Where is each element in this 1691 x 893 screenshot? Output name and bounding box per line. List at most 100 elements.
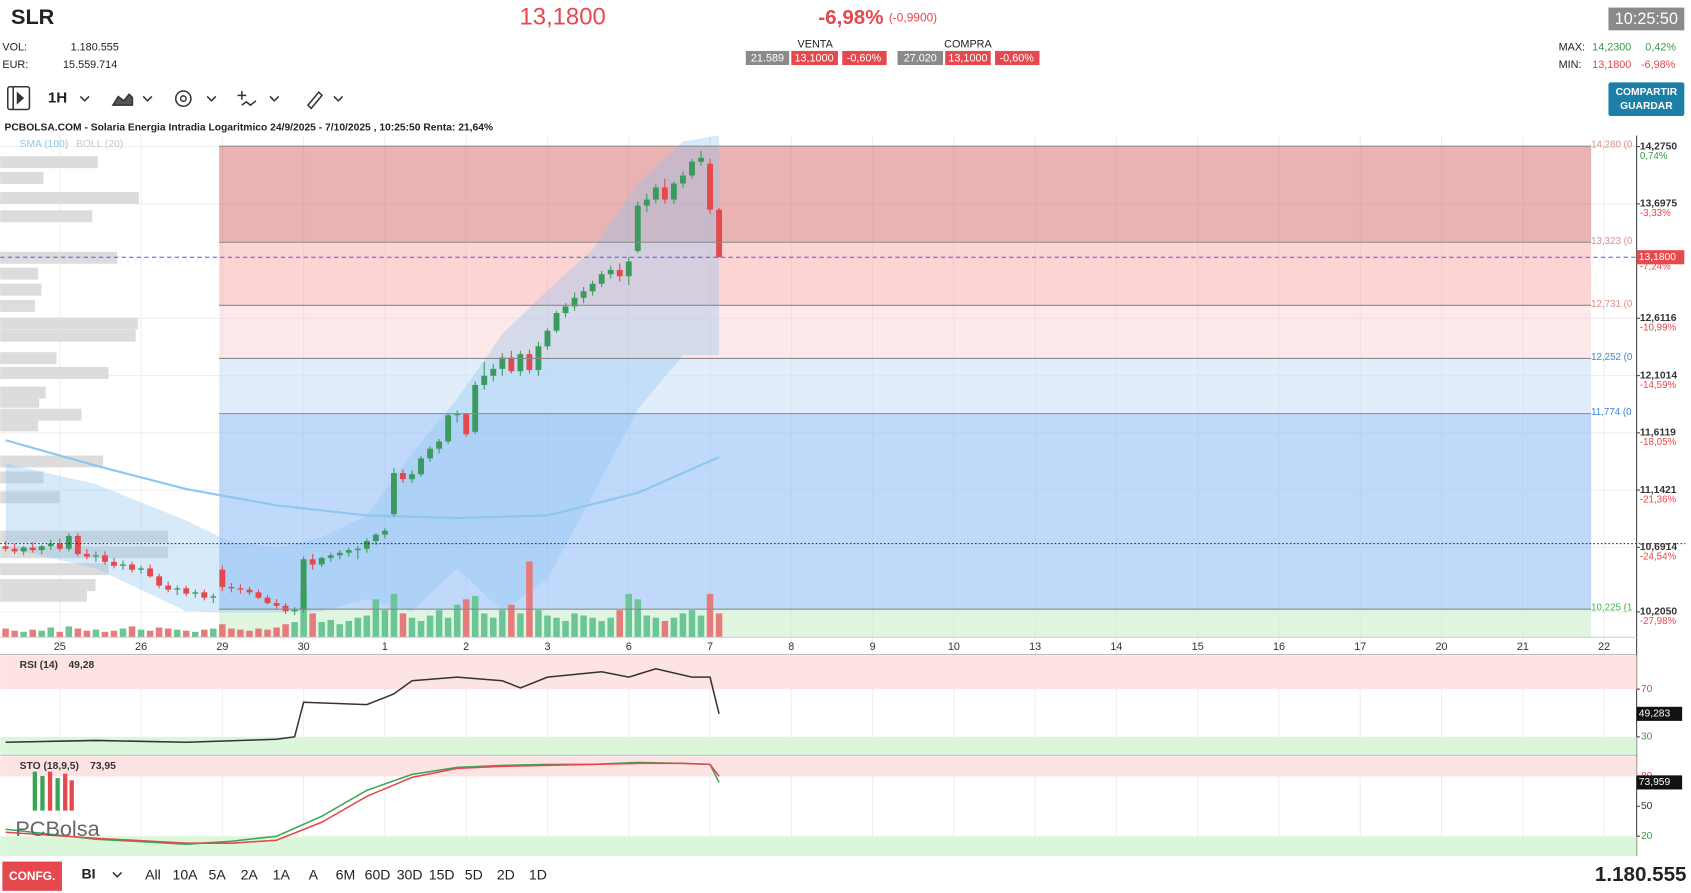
price: 13,1800	[520, 4, 606, 31]
candle-body	[83, 554, 90, 557]
max-pct: 0,42%	[1645, 42, 1676, 54]
volume-bar	[336, 624, 344, 638]
range-button[interactable]: 6M	[336, 866, 356, 882]
volume-profile-bar	[0, 395, 40, 408]
volume-profile-bar	[0, 299, 35, 312]
logo-bar	[63, 773, 68, 811]
y-tick-label: 14,2750	[1640, 141, 1677, 152]
x-tick-label: 1	[382, 641, 388, 653]
candle-body	[228, 586, 235, 589]
volume-bar	[589, 617, 596, 638]
share[interactable]: COMPARTIR	[1616, 87, 1678, 98]
indicator-icon[interactable]	[237, 91, 257, 107]
volume-bar	[444, 617, 452, 638]
chart: SMA (100) BOLL (20) 14,280 (0 13,323 (0 12,7…	[0, 135, 1686, 857]
config[interactable]: CONFG.	[9, 869, 55, 883]
volume-bar	[363, 615, 371, 638]
candle-body	[707, 163, 713, 210]
volume-bar	[372, 599, 380, 638]
level-zone	[219, 146, 1592, 243]
range-button[interactable]: 30D	[397, 866, 423, 882]
candle-body	[472, 384, 479, 432]
volume-bar	[499, 610, 506, 638]
volume-profile-bar	[0, 317, 138, 330]
panel-toggle[interactable]	[7, 85, 31, 111]
volume-bar	[688, 610, 696, 638]
y-tick-label: 13,6975	[1640, 199, 1677, 210]
time-box	[1608, 7, 1685, 31]
volume-bar	[345, 620, 353, 638]
caret	[269, 95, 280, 102]
footer-volume: 1.180.555	[1595, 863, 1687, 886]
volume-bar	[83, 630, 91, 638]
candle-body	[11, 548, 18, 552]
share-button[interactable]	[1608, 82, 1685, 116]
range-button[interactable]: All	[145, 866, 161, 882]
range-button[interactable]: 1A	[273, 866, 291, 882]
compra-qty-box	[897, 50, 944, 66]
range-button[interactable]: 5A	[209, 866, 227, 882]
sma-line	[5, 439, 720, 520]
range-button[interactable]: 2A	[241, 866, 259, 882]
range-button[interactable]: 15D	[429, 866, 455, 882]
candle-body	[616, 269, 623, 277]
interval[interactable]: 1H	[48, 90, 67, 107]
candle-body	[300, 559, 307, 610]
save[interactable]: GUARDAR	[1620, 101, 1673, 112]
volume-bar	[417, 620, 425, 638]
chart-title: PCBOLSA.COM - Solaria Energia Intradia L…	[5, 123, 494, 134]
candle-body	[2, 546, 9, 549]
level-zone	[219, 358, 1592, 414]
volume-bar	[544, 615, 551, 638]
volume-bar	[679, 613, 687, 638]
candle-body	[165, 585, 172, 590]
x-tick-label: 15	[1192, 641, 1204, 653]
candle-body	[102, 555, 108, 562]
range-button[interactable]: 60D	[365, 866, 391, 882]
max-label: MAX:	[1559, 42, 1585, 54]
draw-icon[interactable]	[306, 90, 324, 110]
panel-last-label: 73,959	[1639, 777, 1671, 788]
volume-profile-bar	[0, 283, 42, 296]
config-button[interactable]	[2, 861, 62, 891]
y-tick-change: -27,98%	[1640, 616, 1677, 627]
y-tick-change: -24,54%	[1640, 552, 1677, 563]
candle-body	[716, 209, 722, 258]
volume-bar	[155, 627, 163, 638]
panel-name: STO (18,9,5)	[20, 761, 79, 772]
y-tick-label: 12,1014	[1640, 370, 1677, 381]
range-button[interactable]: A	[309, 866, 319, 882]
candle-body	[517, 354, 524, 372]
range-button[interactable]: 5D	[465, 866, 483, 882]
volume-bar	[20, 631, 27, 638]
candle-body	[291, 609, 298, 612]
candle-body	[318, 557, 325, 565]
y-tick-label: 11,1421	[1640, 485, 1677, 496]
volume-bar	[327, 619, 334, 638]
panel-last-label: 49,283	[1639, 709, 1671, 720]
level-label: 13,323 (0	[1591, 236, 1633, 247]
toolbar	[7, 85, 344, 111]
caret	[206, 95, 217, 102]
volume-profile-bar	[0, 172, 44, 184]
volume-profile-bar	[0, 471, 44, 484]
candle-body	[526, 354, 533, 371]
candle-body	[544, 330, 551, 347]
level-label: 12,252 (0	[1591, 352, 1633, 363]
range-button[interactable]: 2D	[497, 866, 515, 882]
settings-icon[interactable]	[174, 90, 192, 107]
x-tick-label: 8	[788, 641, 794, 653]
volume-bar	[110, 630, 118, 638]
candle-body	[427, 448, 433, 459]
chart-type-icon[interactable]	[111, 93, 134, 106]
logo-bar	[40, 775, 45, 811]
candle-body	[56, 543, 63, 549]
volume-bar	[164, 628, 172, 638]
volume-bar	[508, 604, 515, 638]
mode[interactable]: BI	[81, 865, 95, 881]
range-button[interactable]: 1D	[529, 866, 547, 882]
range-button[interactable]: 10A	[173, 866, 199, 882]
candle-body	[436, 441, 443, 449]
volume-profile-bar	[0, 329, 136, 342]
